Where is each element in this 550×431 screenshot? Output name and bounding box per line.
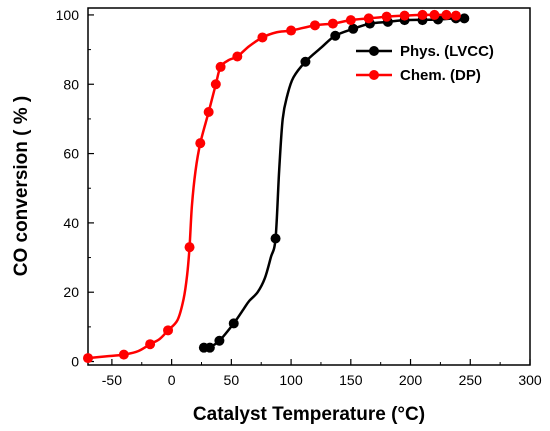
data-point [204, 342, 215, 353]
data-point [300, 56, 311, 67]
data-point [203, 106, 214, 117]
x-tick-label: 50 [224, 372, 240, 388]
x-tick-label: 0 [168, 372, 176, 388]
y-tick-label: 80 [63, 76, 79, 92]
legend: Phys. (LVCC) Chem. (DP) [356, 43, 494, 84]
legend-marker-chem [369, 70, 379, 80]
y-tick-label: 60 [63, 146, 79, 162]
legend-marker-phys [369, 46, 379, 56]
data-point [232, 51, 243, 62]
data-point [450, 10, 461, 21]
x-tick-label: 200 [399, 372, 423, 388]
x-tick-label: 250 [459, 372, 483, 388]
data-point [327, 18, 338, 29]
data-point [83, 353, 93, 364]
data-point [195, 138, 206, 149]
data-point [330, 30, 341, 41]
data-point [286, 25, 297, 36]
data-point [214, 335, 225, 346]
x-axis-title: Catalyst Temperature (°C) [193, 404, 425, 425]
y-tick-label: 40 [63, 215, 79, 231]
plot-frame [87, 7, 531, 366]
data-point [257, 32, 268, 43]
data-point [210, 79, 221, 90]
x-tick-label: 300 [518, 372, 542, 388]
data-point [309, 20, 320, 31]
data-point [270, 233, 281, 244]
data-point [228, 318, 239, 329]
data-point [145, 339, 156, 350]
series-chem [83, 9, 461, 364]
legend-label-chem: Chem. (DP) [400, 67, 481, 84]
data-point [345, 15, 356, 26]
series-phys [198, 13, 470, 353]
y-tick-label: 100 [56, 7, 80, 23]
data-point [118, 349, 129, 360]
data-point [215, 61, 226, 72]
data-point [441, 9, 452, 20]
data-point [381, 11, 392, 22]
x-tick-label: -50 [102, 372, 122, 388]
data-point [184, 242, 195, 253]
data-point [163, 325, 174, 336]
data-point [417, 9, 428, 20]
y-axis-title: CO conversion ( % ) [11, 96, 32, 277]
x-tick-label: 100 [279, 372, 303, 388]
y-tick-label: 20 [63, 284, 79, 300]
data-point [399, 10, 410, 21]
y-tick-label: 0 [71, 354, 79, 370]
series-group [83, 9, 470, 364]
x-tick-label: 150 [339, 372, 363, 388]
data-point [363, 13, 374, 24]
axis-ticks: -50 0 50 100 150 200 250 300 0 20 40 60 80 100 [56, 7, 542, 388]
data-point [429, 9, 440, 20]
legend-label-phys: Phys. (LVCC) [400, 43, 494, 60]
data-point [459, 13, 470, 24]
data-point [348, 23, 359, 34]
